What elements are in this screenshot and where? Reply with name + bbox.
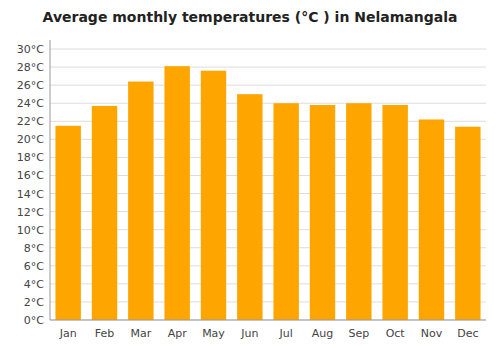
x-tick-label: Jun	[240, 327, 258, 340]
x-tick-label: Jul	[279, 327, 293, 340]
x-tick-label: Apr	[168, 327, 188, 340]
bar	[346, 103, 371, 320]
bar	[55, 126, 80, 320]
y-tick-label: 2°C	[24, 296, 44, 309]
x-tick-label: Sep	[348, 327, 369, 340]
y-tick-label: 6°C	[24, 260, 44, 273]
chart: Average monthly temperatures (°C ) in Ne…	[0, 0, 500, 350]
bar	[310, 105, 335, 320]
y-tick-label: 12°C	[17, 206, 44, 219]
grid-line	[50, 85, 486, 86]
y-tick-label: 26°C	[17, 79, 44, 92]
x-tick-label: Oct	[386, 327, 406, 340]
bar	[128, 82, 153, 320]
bar	[201, 71, 226, 320]
y-tick-label: 20°C	[17, 133, 44, 146]
grid	[50, 49, 486, 320]
y-tick-label: 4°C	[24, 278, 44, 291]
y-tick-label: 24°C	[17, 97, 44, 110]
y-tick-label: 14°C	[17, 188, 44, 201]
x-tick-labels: Jan Feb Mar Apr May Jun Jul Aug Sep Oct Nov Dec	[59, 327, 479, 340]
x-tick-label: Dec	[457, 327, 478, 340]
bar	[237, 94, 262, 320]
x-tick-label: Feb	[95, 327, 114, 340]
y-axis-line	[50, 40, 51, 320]
bar	[419, 119, 444, 320]
grid-line	[50, 49, 486, 50]
x-tick-label: May	[202, 327, 225, 340]
grid-line	[50, 67, 486, 68]
y-tick-label: 16°C	[17, 169, 44, 182]
y-tick-label: 10°C	[17, 224, 44, 237]
bar	[164, 66, 189, 320]
grid-line	[50, 320, 486, 321]
y-tick-label: 30°C	[17, 43, 44, 56]
x-tick-label: Aug	[312, 327, 333, 340]
bar	[273, 103, 298, 320]
bar	[92, 106, 117, 320]
y-tick-label: 0°C	[24, 314, 44, 327]
grid-line	[50, 103, 486, 104]
y-tick-label: 18°C	[17, 151, 44, 164]
x-tick-label: Jan	[59, 327, 77, 340]
x-tick-label: Nov	[421, 327, 443, 340]
y-tick-label: 28°C	[17, 61, 44, 74]
bar	[382, 105, 407, 320]
title: Average monthly temperatures (°C ) in Ne…	[43, 9, 458, 25]
x-tick-label: Mar	[130, 327, 151, 340]
y-tick-labels: 0°C 2°C 4°C 6°C 8°C 10°C 12°C 14°C 16°C 18°C 20°C 2…	[17, 43, 44, 327]
bar	[455, 127, 480, 320]
x-axis-line	[50, 320, 486, 321]
y-tick-label: 8°C	[24, 242, 44, 255]
y-tick-label: 22°C	[17, 115, 44, 128]
bars	[55, 66, 480, 320]
